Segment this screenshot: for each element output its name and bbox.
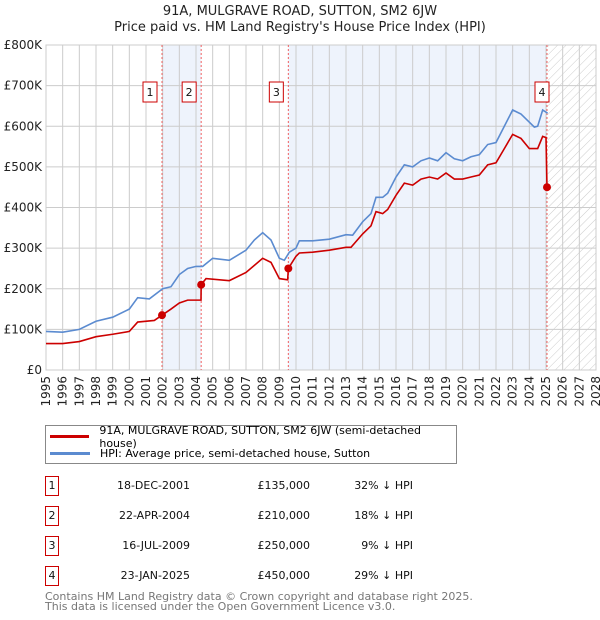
x-tick-label: 2026 — [556, 376, 570, 407]
x-tick-label: 2027 — [572, 376, 586, 407]
sale-price: £135,000 — [257, 479, 311, 492]
sale-date: 16-JUL-2009 — [122, 539, 190, 552]
sale-price: £250,000 — [257, 539, 311, 552]
sale-hpi-diff: 9% ↓ HPI — [361, 539, 413, 552]
hpi-line — [45, 108, 549, 334]
sale-point — [543, 183, 551, 192]
x-tick-label: 2011 — [306, 376, 320, 407]
x-tick-label: 2020 — [456, 376, 470, 407]
sale-number: 2 — [45, 506, 59, 526]
sale-price: £210,000 — [257, 509, 311, 522]
x-tick-label: 2014 — [356, 376, 370, 407]
x-tick-label: 2007 — [239, 376, 253, 407]
x-tick-label: 2004 — [189, 376, 203, 407]
legend-item-property: 91A, MULGRAVE ROAD, SUTTON, SM2 6JW (sem… — [46, 424, 456, 450]
y-tick-label: £300K — [4, 241, 44, 255]
sale-price: £450,000 — [257, 569, 311, 582]
x-tick-label: 2000 — [122, 376, 136, 407]
legend-label: 91A, MULGRAVE ROAD, SUTTON, SM2 6JW (sem… — [99, 423, 421, 450]
x-tick-label: 2023 — [506, 376, 520, 407]
y-tick-label: £200K — [4, 282, 44, 296]
sale-marker-number: 1 — [147, 86, 154, 99]
sale-marker-box — [181, 81, 197, 103]
x-tick-label: 2025 — [539, 376, 553, 407]
sale-number: 1 — [45, 476, 59, 496]
plot-border — [45, 44, 597, 371]
x-tick-label: 2013 — [339, 376, 353, 407]
x-tick-label: 2003 — [172, 376, 186, 407]
legend-item-hpi: HPI: Average price, semi-detached house,… — [46, 445, 370, 462]
chart-title: 91A, MULGRAVE ROAD, SUTTON, SM2 6JW — [162, 4, 438, 19]
sale-point — [158, 311, 166, 320]
y-tick-label: £600K — [4, 119, 44, 133]
sale-hpi-diff: 32% ↓ HPI — [354, 479, 413, 492]
x-tick-label: 1997 — [72, 376, 86, 407]
y-tick-label: £100K — [4, 322, 44, 336]
legend-label: HPI: Average price, semi-detached house,… — [100, 447, 371, 460]
x-tick-label: 1995 — [39, 376, 53, 407]
x-tick-label: 2001 — [139, 376, 153, 407]
plot-area: 1995 1996 1997 1998 1999 2000 2001 2002 2003 2004… — [4, 38, 600, 407]
x-tick-label: 2008 — [256, 376, 270, 407]
x-tick-label: 2009 — [272, 376, 286, 407]
y-tick-label: £400K — [4, 201, 44, 215]
x-tick-label: 2022 — [489, 376, 503, 407]
x-tick-label: 2024 — [522, 376, 536, 407]
sale-marker-number: 4 — [539, 86, 546, 99]
x-tick-label: 2016 — [389, 376, 403, 407]
x-tick-label: 2021 — [472, 376, 486, 407]
y-tick-label: £800K — [4, 38, 44, 52]
chart-subtitle: Price paid vs. HM Land Registry's House … — [114, 20, 486, 35]
property-price-line — [46, 133, 548, 345]
x-tick-label: 2028 — [589, 376, 600, 407]
x-tick-label: 1998 — [89, 376, 103, 407]
sale-marker-box — [534, 81, 550, 103]
x-tick-label: 2019 — [439, 376, 453, 407]
y-tick-label: £700K — [4, 79, 44, 93]
sale-point — [284, 264, 293, 273]
x-tick-label: 1996 — [56, 376, 70, 407]
legend-swatch-blue — [50, 452, 90, 455]
y-tick-label: £0 — [27, 363, 42, 377]
x-tick-label: 2010 — [289, 376, 303, 407]
legend: 91A, MULGRAVE ROAD, SUTTON, SM2 6JW (sem… — [45, 424, 457, 464]
footer-line-2: This data is licensed under the Open Gov… — [45, 600, 396, 613]
x-tick-label: 2017 — [406, 376, 420, 407]
legend-swatch-red — [50, 435, 90, 438]
sale-marker-number: 3 — [273, 86, 280, 99]
sale-number: 3 — [45, 536, 59, 556]
x-tick-label: 1999 — [106, 376, 120, 407]
x-tick-label: 2005 — [206, 376, 220, 407]
sale-marker-box — [268, 81, 284, 103]
x-tick-label: 2006 — [222, 376, 236, 407]
sale-marker-box — [142, 81, 158, 103]
y-tick-label: £500K — [4, 160, 44, 174]
x-tick-label: 2012 — [322, 376, 336, 407]
sale-hpi-diff: 29% ↓ HPI — [354, 569, 413, 582]
sale-number: 4 — [45, 566, 59, 586]
sale-point — [197, 280, 206, 289]
sale-hpi-diff: 18% ↓ HPI — [354, 509, 413, 522]
x-tick-label: 2002 — [156, 376, 170, 407]
footer-line-1: Contains HM Land Registry data © Crown c… — [45, 590, 473, 603]
x-tick-label: 2015 — [372, 376, 386, 407]
sale-date: 22-APR-2004 — [118, 509, 190, 522]
sale-marker-number: 2 — [186, 86, 193, 99]
x-tick-label: 2018 — [422, 376, 436, 407]
sale-date: 18-DEC-2001 — [116, 479, 190, 492]
sale-date: 23-JAN-2025 — [120, 569, 190, 582]
